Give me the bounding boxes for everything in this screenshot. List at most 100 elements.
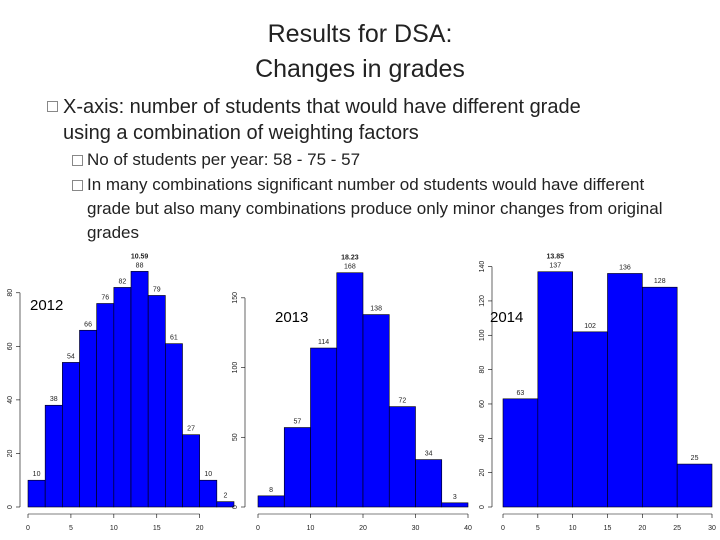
- value-label: 168: [344, 264, 356, 271]
- x-tick-label: 30: [708, 525, 716, 532]
- value-label: 136: [619, 264, 631, 271]
- bar: [537, 271, 573, 508]
- y-tick-label: 80: [7, 289, 14, 297]
- x-tick-label: 5: [69, 525, 73, 532]
- value-label: 54: [67, 353, 75, 360]
- bar: [572, 331, 608, 508]
- value-label: 76: [101, 294, 109, 301]
- sub-bullet: In many combinations significant number …: [87, 175, 663, 242]
- y-tick-label: 120: [479, 295, 486, 307]
- x-tick-label: 15: [153, 525, 161, 532]
- value-label: 88: [136, 262, 144, 269]
- value-label: 114: [318, 339, 329, 346]
- title-line: Changes in grades: [255, 55, 465, 83]
- x-tick-label: 40: [464, 525, 472, 532]
- y-tick-label: 0: [479, 505, 486, 509]
- y-tick-label: 50: [232, 433, 239, 441]
- bar: [27, 479, 46, 508]
- bar: [216, 501, 235, 508]
- y-tick-label: 60: [7, 342, 14, 350]
- x-tick-label: 25: [673, 525, 681, 532]
- value-label: 3: [453, 494, 457, 501]
- bar: [257, 495, 285, 508]
- x-tick-label: 0: [256, 525, 260, 532]
- bar: [388, 406, 416, 508]
- x-tick-label: 20: [359, 525, 367, 532]
- y-tick-label: 0: [232, 505, 239, 509]
- value-label: 79: [153, 286, 161, 293]
- bar: [415, 459, 443, 508]
- bullet-box: [47, 101, 58, 112]
- bar: [283, 427, 311, 508]
- bar: [79, 329, 97, 508]
- chart-title: 2012: [30, 297, 63, 314]
- x-tick-label: 20: [638, 525, 646, 532]
- value-label: 63: [517, 390, 525, 397]
- y-tick-label: 100: [232, 362, 239, 374]
- y-tick-label: 40: [479, 434, 486, 442]
- value-label: 10: [33, 471, 41, 478]
- bar: [96, 303, 115, 508]
- sub-bullet: No of students per year: 58 - 75 - 57: [87, 150, 361, 169]
- value-label: 27: [187, 426, 195, 433]
- value-label: 25: [691, 455, 699, 462]
- bar: [336, 272, 364, 508]
- value-label: 10: [204, 471, 212, 478]
- x-tick-label: 20: [196, 525, 204, 532]
- bar: [199, 479, 218, 508]
- bullet-box: [72, 155, 83, 166]
- annotation: 13.85: [546, 254, 564, 261]
- y-tick-label: 20: [7, 449, 14, 457]
- value-label: 57: [293, 419, 301, 426]
- x-tick-label: 10: [307, 525, 315, 532]
- value-label: 8: [269, 487, 273, 494]
- y-tick-label: 80: [479, 366, 486, 374]
- bar: [642, 286, 678, 508]
- value-label: 82: [119, 278, 127, 285]
- bar: [113, 287, 132, 508]
- y-tick-label: 140: [479, 261, 486, 273]
- value-label: 34: [425, 451, 433, 458]
- value-label: 72: [398, 398, 406, 405]
- bar: [147, 295, 166, 508]
- y-tick-label: 150: [232, 292, 239, 304]
- x-tick-label: 15: [604, 525, 612, 532]
- chart-title: 2014: [490, 309, 523, 326]
- value-label: 137: [549, 263, 561, 270]
- value-label: 102: [584, 323, 596, 330]
- y-tick-label: 0: [7, 505, 14, 509]
- bar: [607, 273, 643, 508]
- bullet: X-axis: number of students that would ha…: [63, 96, 581, 144]
- annotation: 10.59: [131, 253, 149, 260]
- value-label: 66: [84, 321, 92, 328]
- x-tick-label: 0: [501, 525, 505, 532]
- bar: [130, 271, 149, 508]
- value-label: 38: [50, 396, 58, 403]
- x-tick-label: 0: [26, 525, 30, 532]
- title-line: Results for DSA:: [267, 20, 453, 48]
- y-tick-label: 100: [479, 329, 486, 341]
- bar: [44, 404, 63, 508]
- annotation: 18.23: [341, 255, 359, 262]
- bar: [362, 314, 390, 508]
- bar: [502, 398, 539, 508]
- value-label: 128: [654, 278, 666, 285]
- y-tick-label: 20: [479, 469, 486, 477]
- bar: [676, 463, 713, 508]
- value-label: 2: [223, 493, 227, 500]
- x-tick-label: 10: [110, 525, 118, 532]
- y-tick-label: 40: [7, 396, 14, 404]
- x-tick-label: 30: [412, 525, 420, 532]
- chart-title: 2013: [275, 309, 308, 326]
- bar: [165, 343, 183, 508]
- value-label: 138: [370, 306, 382, 313]
- y-tick-label: 60: [479, 400, 486, 408]
- bar: [182, 434, 200, 508]
- bullet-box: [72, 180, 83, 191]
- bar: [62, 362, 80, 508]
- x-tick-label: 5: [536, 525, 540, 532]
- value-label: 61: [170, 335, 178, 342]
- bar: [310, 347, 338, 508]
